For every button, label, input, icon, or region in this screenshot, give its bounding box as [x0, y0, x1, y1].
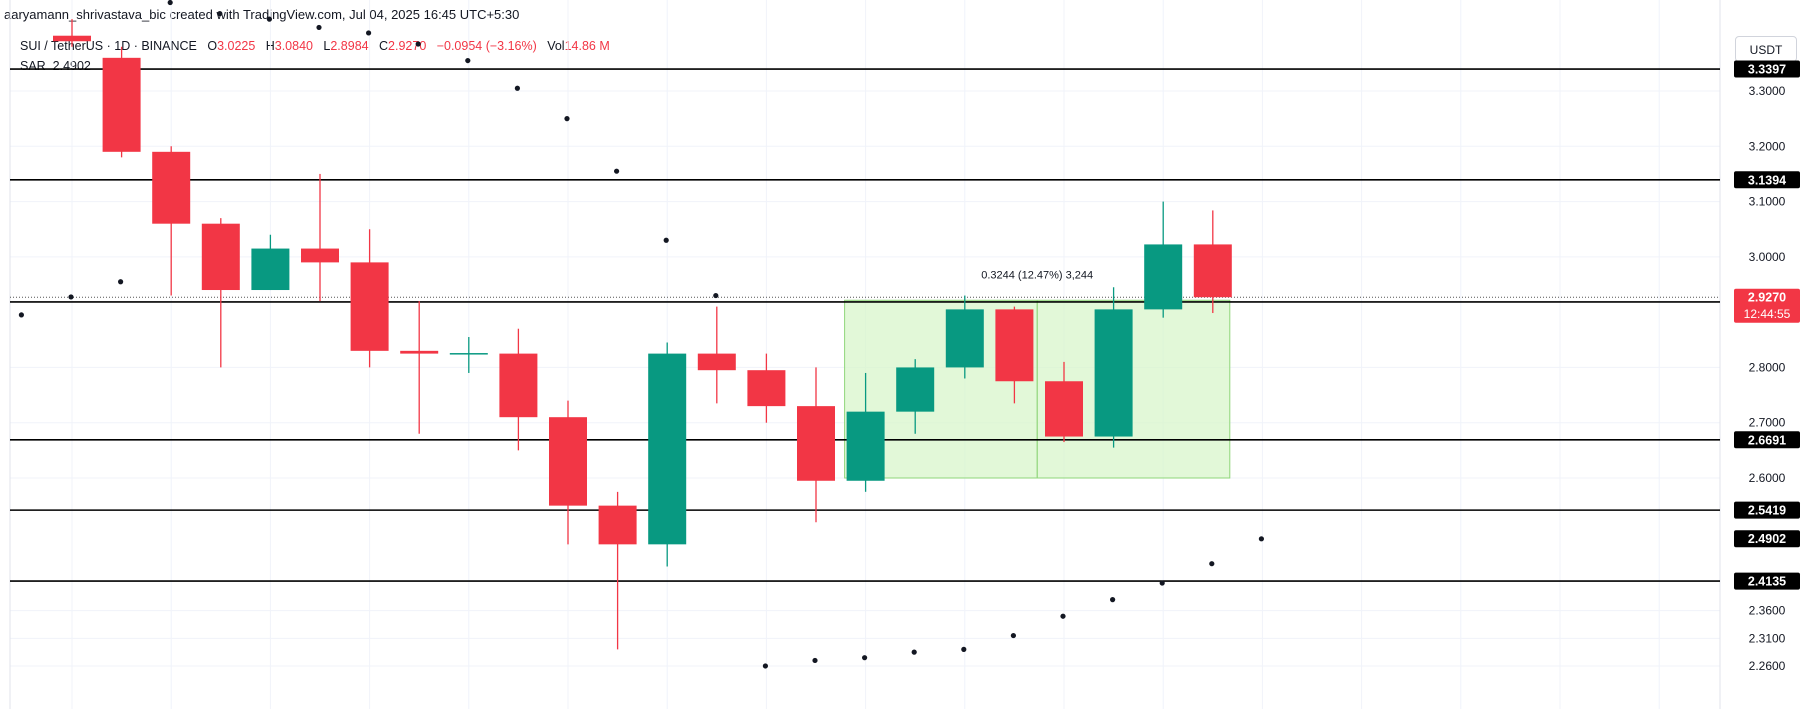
open-label: O — [207, 39, 218, 53]
sar-dot — [465, 57, 471, 64]
price-range-label: 0.3244 (12.47%) 3,244 — [981, 269, 1093, 281]
currency-button[interactable]: USDT — [1735, 36, 1797, 62]
sar-dot — [1060, 613, 1066, 619]
low-label: L — [323, 39, 331, 53]
sar-dot — [514, 85, 521, 91]
sar-dot — [167, 0, 173, 6]
volume-value: 14.86 M — [564, 39, 610, 53]
candle-body — [201, 223, 240, 291]
candle-body — [400, 350, 439, 354]
y-axis-tick-label: 2.2600 — [1749, 659, 1786, 673]
candle-body — [697, 353, 736, 371]
sar-dot — [1110, 597, 1116, 603]
level-badge-bg — [1734, 60, 1800, 78]
candle-body — [648, 353, 687, 545]
candle-body — [797, 406, 835, 481]
level-badge-bg — [1734, 501, 1800, 519]
sar-dot — [1209, 561, 1215, 567]
symbol-label[interactable]: SUI / TetherUS · 1D · BINANCE — [20, 39, 197, 53]
level-badge-label: 3.3397 — [1748, 63, 1786, 77]
high-value: 3.0840 — [274, 39, 313, 53]
candle-body — [53, 35, 91, 42]
sar-dot — [1159, 580, 1165, 586]
y-axis-tick-label: 3.0000 — [1749, 250, 1786, 264]
candle-body — [152, 151, 191, 224]
candle-body — [747, 370, 786, 407]
sar-dot — [1010, 632, 1017, 639]
candle-body — [995, 309, 1034, 382]
candle-body — [350, 262, 389, 351]
low-value: 2.8984 — [330, 39, 369, 53]
sar-dot — [961, 646, 967, 652]
candle-body — [896, 367, 935, 412]
sar-dot — [217, 11, 223, 17]
ohlc-legend: SUI / TetherUS · 1D · BINANCE O3.0225 H3… — [20, 39, 610, 53]
sar-dot — [18, 312, 24, 318]
level-badge-label: 2.5419 — [1748, 504, 1786, 518]
volume-label: Vol — [547, 39, 565, 53]
change-value: −0.0954 (−3.16%) — [436, 39, 537, 53]
chart-credit: aaryamann_shrivastava_bic created with T… — [4, 7, 520, 22]
y-axis-tick-label: 2.8000 — [1749, 360, 1786, 374]
candle-body — [449, 353, 488, 355]
close-label: C — [379, 39, 389, 53]
sar-dot — [713, 292, 719, 299]
y-axis-tick-label: 2.3600 — [1749, 604, 1786, 618]
last-price-badge-bg — [1734, 288, 1800, 323]
last-price-badge-countdown: 12:44:55 — [1744, 307, 1791, 321]
sar-dot — [366, 30, 372, 36]
sar-dot — [316, 24, 322, 31]
candle-body — [301, 248, 339, 263]
candle-body — [102, 57, 141, 152]
candle-body — [1094, 309, 1133, 437]
candle-body — [1144, 244, 1183, 310]
sar-dot — [564, 116, 570, 122]
open-value: 3.0225 — [217, 39, 256, 53]
level-badge-bg — [1734, 572, 1800, 590]
sar-dot — [911, 649, 917, 655]
candle-body — [1193, 244, 1232, 298]
candle-body — [499, 353, 538, 418]
level-badge-label: 3.1394 — [1748, 173, 1786, 187]
sar-badge-bg — [1734, 530, 1800, 548]
last-price-badge-label: 2.9270 — [1748, 291, 1786, 305]
candle-body — [945, 309, 984, 368]
level-badge-label: 2.6691 — [1748, 433, 1786, 447]
candle-body — [846, 411, 885, 481]
sar-dot — [1258, 536, 1264, 542]
level-badge-bg — [1734, 171, 1800, 189]
y-axis-tick-label: 2.3100 — [1749, 631, 1786, 645]
candle-body — [251, 248, 290, 291]
y-axis-tick-label: 3.2000 — [1749, 139, 1786, 153]
sar-dot — [415, 41, 421, 47]
y-axis-tick-label: 3.3000 — [1749, 84, 1786, 98]
sar-dot — [118, 279, 124, 285]
level-badge-label: 2.4135 — [1748, 575, 1786, 589]
y-axis-tick-label: 2.6000 — [1749, 471, 1786, 485]
sar-dot — [862, 655, 868, 661]
y-axis-tick-label: 2.7000 — [1749, 416, 1786, 430]
candle-body — [1045, 381, 1083, 437]
sar-dot — [762, 663, 769, 669]
candle-body — [549, 417, 587, 506]
sar-dot — [614, 168, 620, 174]
sar-dot — [266, 16, 272, 22]
level-badge-bg — [1734, 431, 1800, 449]
y-axis-tick-label: 3.1000 — [1749, 195, 1786, 209]
candle-body — [598, 505, 637, 545]
sar-dot — [812, 657, 818, 664]
sar-badge-label: 2.4902 — [1748, 532, 1786, 546]
sar-dot — [663, 237, 669, 243]
sar-dot — [68, 294, 74, 300]
